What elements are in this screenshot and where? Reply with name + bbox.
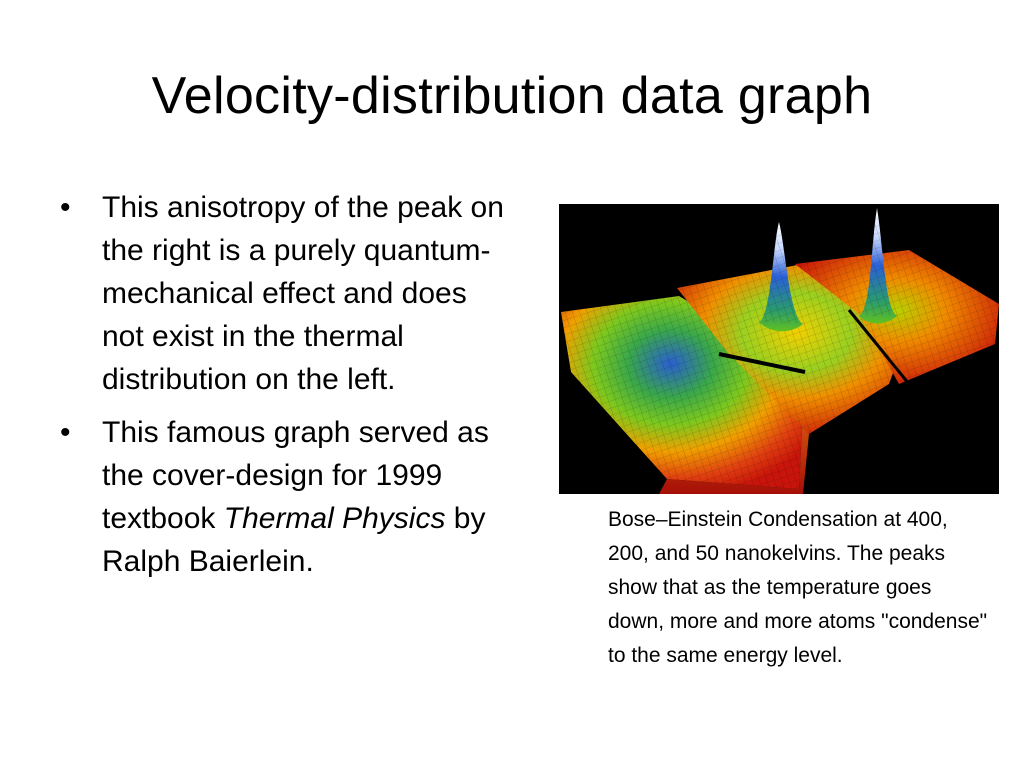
bullet-icon: • <box>60 416 71 449</box>
book-title: Thermal Physics <box>223 502 446 535</box>
bullet-text-before: This famous graph served as the cover-de… <box>102 416 489 535</box>
figure-caption: Bose–Einstein Condensation at 400, 200, … <box>608 508 988 667</box>
bose-einstein-condensate-3d-plot-icon <box>561 208 999 494</box>
right-distribution <box>795 208 999 384</box>
bullet-text: This anisotropy of the peak on the right… <box>102 191 504 396</box>
bullet-icon: • <box>60 191 71 224</box>
slide-title: Velocity-distribution data graph <box>151 67 873 125</box>
bullet-text-after: by Ralph Baierlein. <box>102 502 486 578</box>
bullet-item: • This anisotropy of the peak on the rig… <box>60 186 515 401</box>
bullet-list: • This anisotropy of the peak on the rig… <box>60 186 515 593</box>
bullet-item: • This famous graph served as the cover-… <box>60 411 515 583</box>
bec-graph-image <box>559 204 999 494</box>
